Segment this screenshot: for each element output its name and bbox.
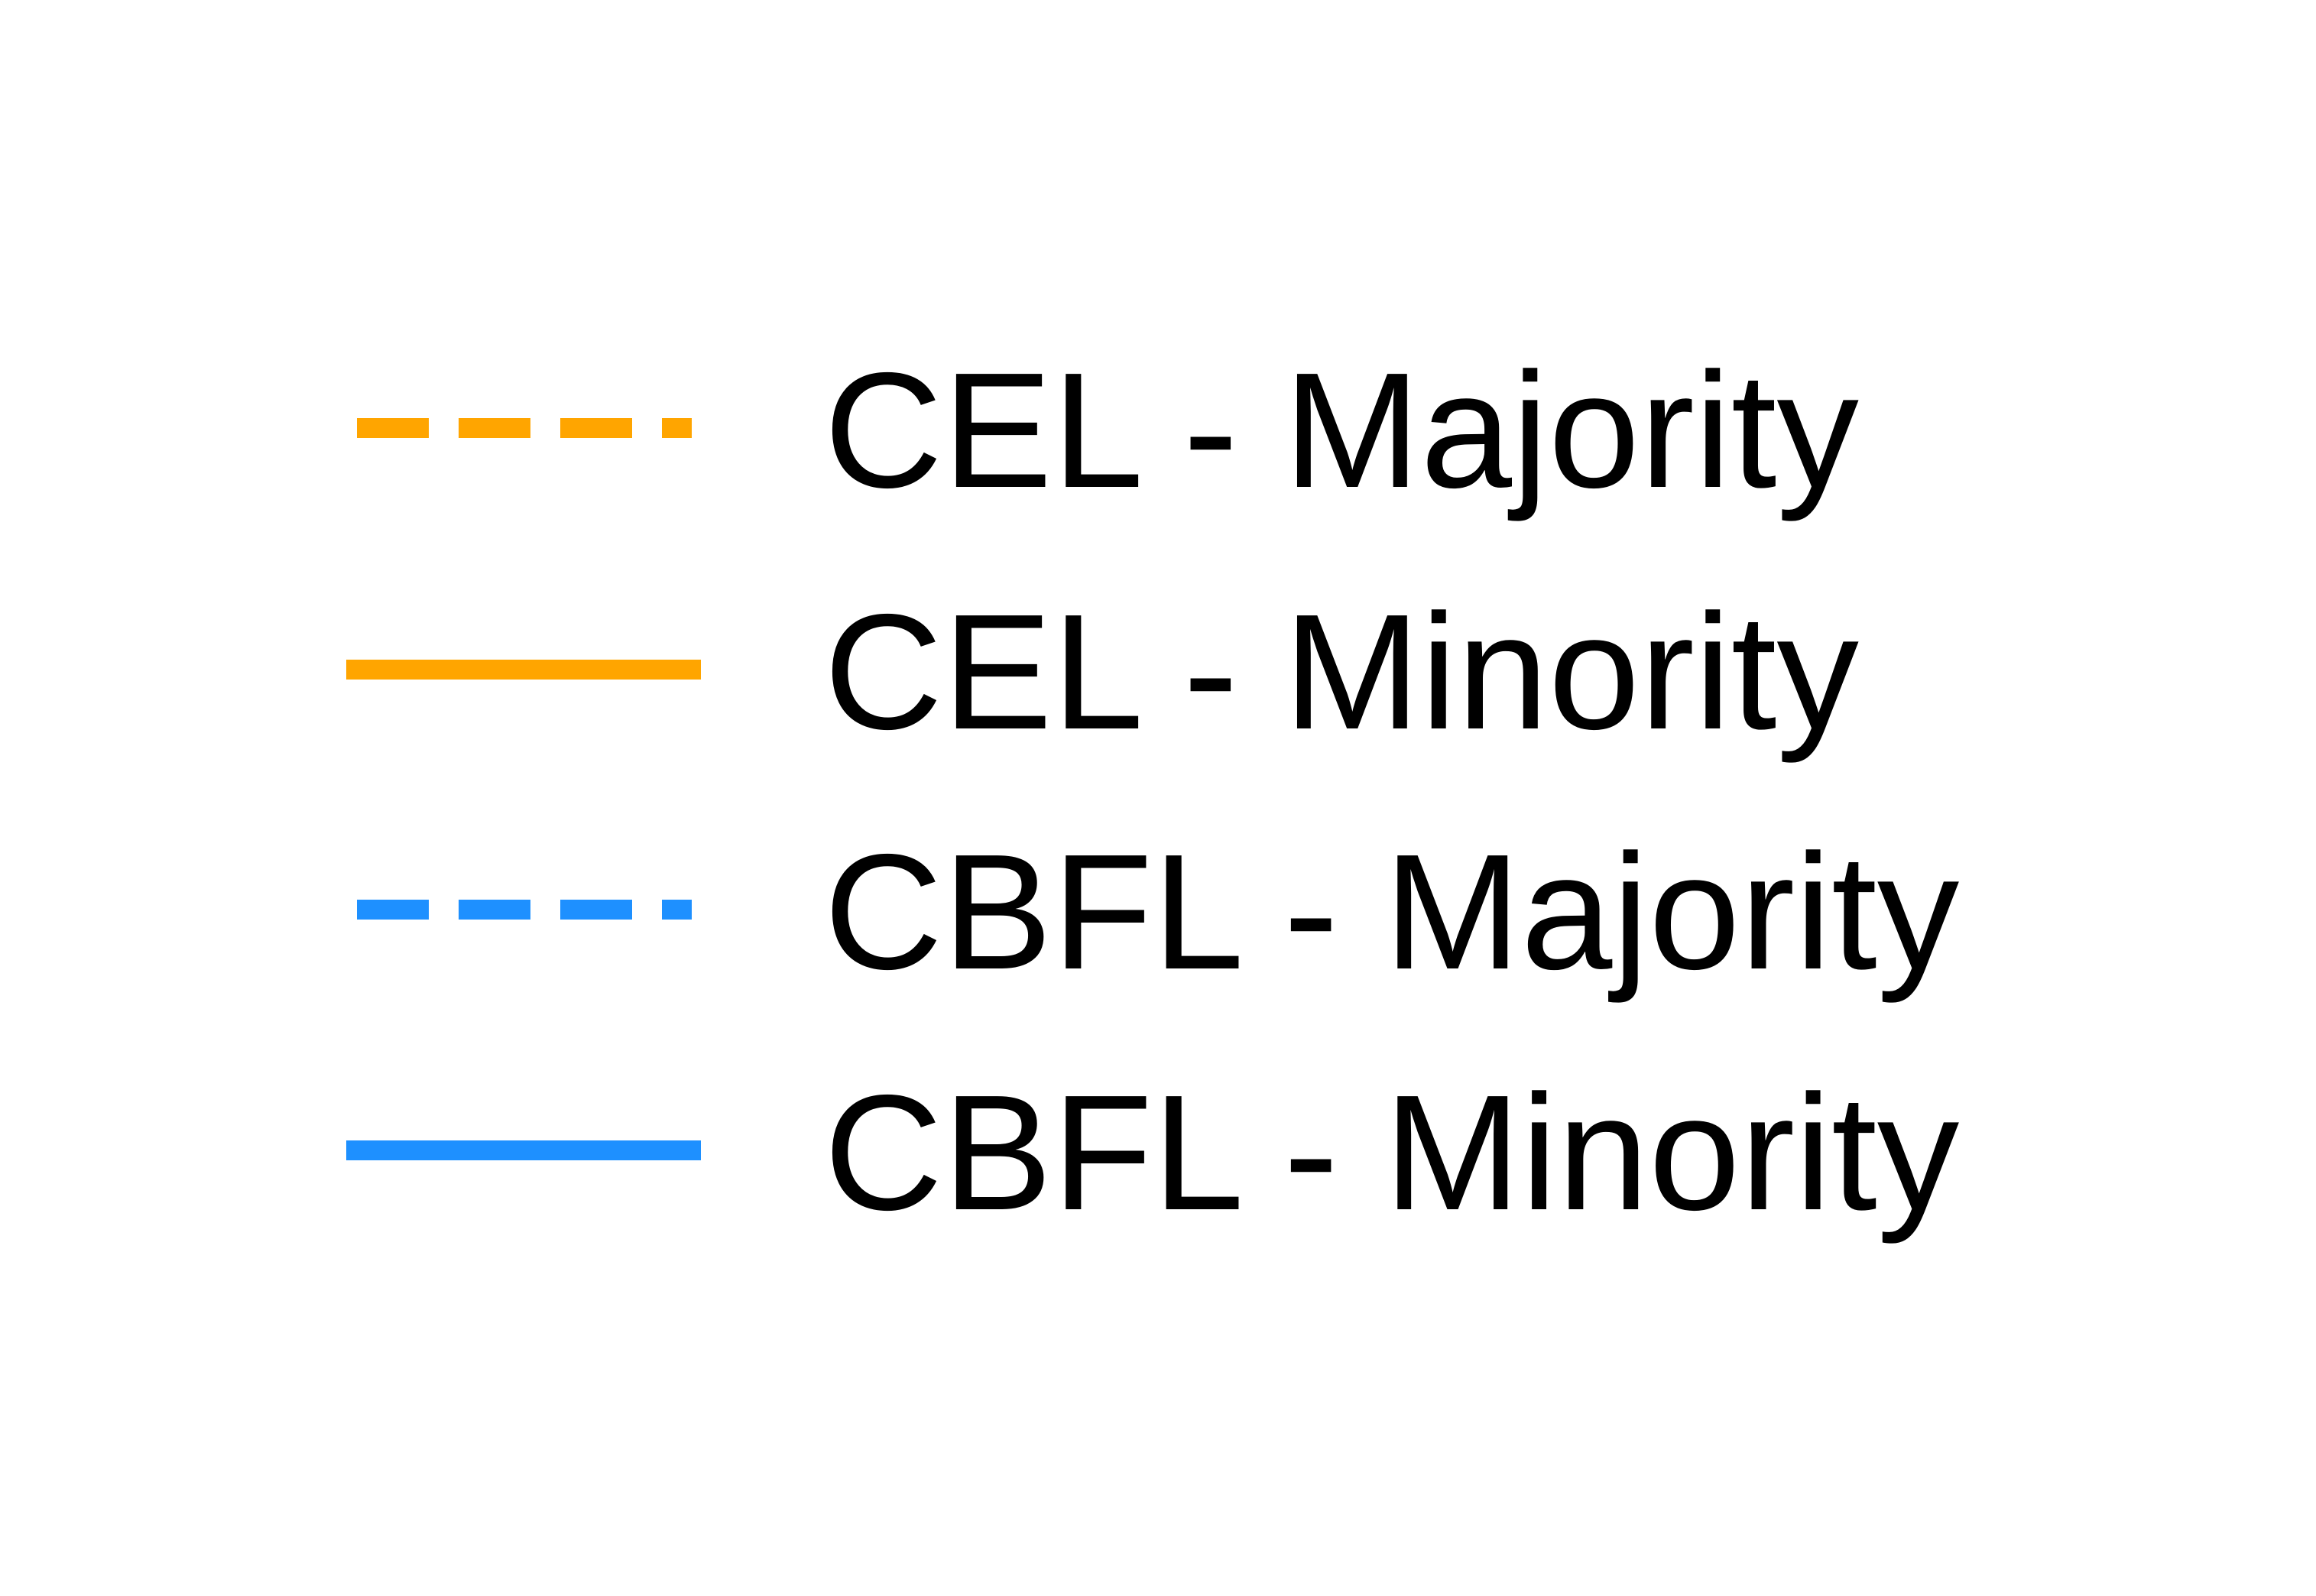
legend-label: CBFL - Minority (824, 1060, 1960, 1244)
legend-label: CBFL - Majority (824, 819, 1960, 1004)
legend-entry: CBFL - Minority (346, 1060, 1960, 1244)
legend-label: CEL - Minority (824, 579, 1859, 764)
legend-entries: CEL - Majority CEL - Minority CBFL - Major… (346, 338, 1960, 1244)
legend-entry: CEL - Majority (357, 338, 1859, 522)
legend-label: CEL - Majority (824, 338, 1859, 522)
legend-entry: CEL - Minority (346, 579, 1859, 764)
legend-entry: CBFL - Majority (357, 819, 1960, 1004)
